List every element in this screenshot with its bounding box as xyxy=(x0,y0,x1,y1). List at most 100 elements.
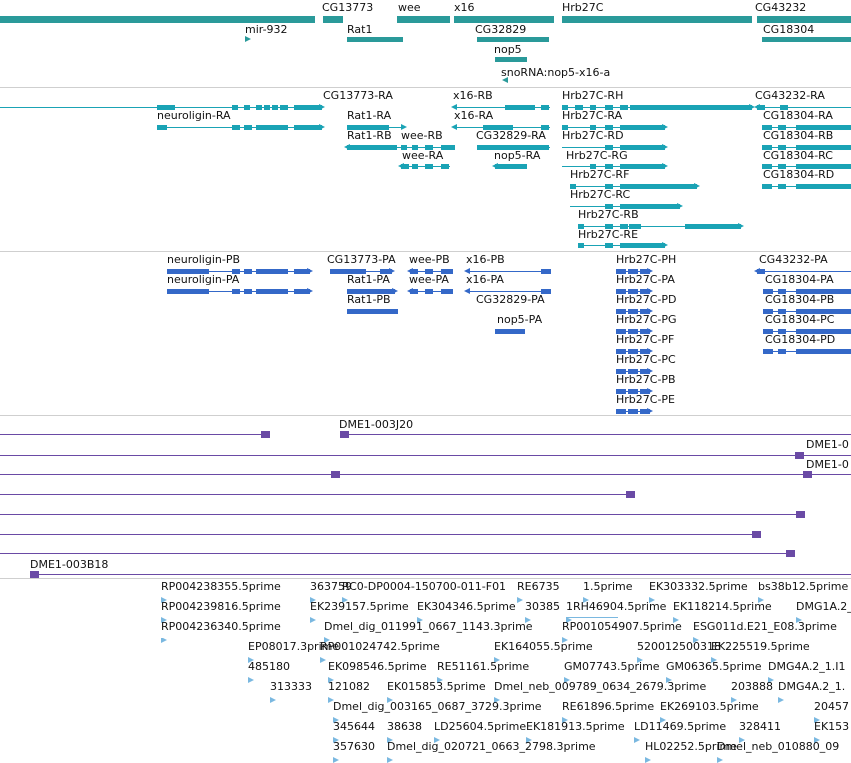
exon-block[interactable] xyxy=(628,204,680,209)
exon-block[interactable] xyxy=(541,105,549,110)
feature-label[interactable]: Dmel_dig_011991_0667_1143.3prime xyxy=(324,620,533,633)
feature-label[interactable]: CG18304-PC xyxy=(765,313,835,326)
exon-block[interactable] xyxy=(762,125,772,130)
feature-label[interactable]: Rat1-PB xyxy=(347,293,391,306)
exon-block[interactable] xyxy=(620,224,628,229)
exon-block[interactable] xyxy=(425,164,433,169)
exon-block[interactable] xyxy=(640,369,650,374)
exon-block[interactable] xyxy=(347,289,395,294)
exon-block[interactable] xyxy=(780,105,788,110)
feature-label[interactable]: RP004238355.5prime xyxy=(161,580,281,593)
feature-label[interactable]: EK269103.5prime xyxy=(660,700,759,713)
exon-block[interactable] xyxy=(590,125,596,130)
exon-block[interactable] xyxy=(763,329,773,334)
feature-label[interactable]: 203888 xyxy=(731,680,773,693)
feature-label[interactable]: 313333 xyxy=(270,680,312,693)
exon-block[interactable] xyxy=(640,269,650,274)
clone-end[interactable] xyxy=(795,452,804,459)
feature-label[interactable]: 20457 xyxy=(814,700,849,713)
exon-block[interactable] xyxy=(412,145,418,150)
feature-label[interactable]: Hrb27C-PB xyxy=(616,373,676,386)
clone-end[interactable] xyxy=(803,471,812,478)
clone-end[interactable] xyxy=(261,431,270,438)
exon-block[interactable] xyxy=(640,409,650,414)
exon-block[interactable] xyxy=(256,289,264,294)
feature-label[interactable]: Hrb27C-PF xyxy=(616,333,675,346)
exon-block[interactable] xyxy=(605,145,613,150)
clone-end[interactable] xyxy=(331,471,340,478)
exon-block[interactable] xyxy=(628,349,638,354)
exon-block[interactable] xyxy=(167,269,209,274)
exon-block[interactable] xyxy=(778,184,786,189)
feature-label[interactable]: Hrb27C-RC xyxy=(570,188,631,201)
clone-end[interactable] xyxy=(796,511,805,518)
exon-block[interactable] xyxy=(244,289,252,294)
exon-block[interactable] xyxy=(570,184,576,189)
exon-block[interactable] xyxy=(441,269,453,274)
exon-block[interactable] xyxy=(244,269,252,274)
exon-block[interactable] xyxy=(330,269,366,274)
feature-label[interactable]: neuroligin-RA xyxy=(157,109,231,122)
exon-block[interactable] xyxy=(763,309,773,314)
exon-block[interactable] xyxy=(757,269,765,274)
feature-label[interactable]: EK181913.5prime xyxy=(526,720,625,733)
feature-label[interactable]: CG32829-RA xyxy=(476,129,546,142)
exon-block[interactable] xyxy=(380,269,392,274)
feature-label[interactable]: DME1-0 xyxy=(806,458,849,471)
feature-label[interactable]: DME1-003B18 xyxy=(30,558,109,571)
feature-label[interactable]: CG18304-RB xyxy=(763,129,834,142)
exon-block[interactable] xyxy=(575,105,583,110)
exon-block[interactable] xyxy=(495,164,527,169)
exon-block[interactable] xyxy=(628,389,638,394)
feature-label[interactable]: EK153 xyxy=(814,720,850,733)
exon-block[interactable] xyxy=(272,269,280,274)
feature-label[interactable]: nop5 xyxy=(494,43,522,56)
feature-label[interactable]: CG43232-PA xyxy=(759,253,828,266)
feature-label[interactable]: Hrb27C-RA xyxy=(562,109,623,122)
feature-label[interactable]: 30385 xyxy=(525,600,560,613)
exon-block[interactable] xyxy=(629,224,641,229)
gene-bar[interactable] xyxy=(323,16,343,23)
clone-end[interactable] xyxy=(340,431,349,438)
exon-block[interactable] xyxy=(541,289,551,294)
exon-block[interactable] xyxy=(778,349,786,354)
exon-block[interactable] xyxy=(616,309,626,314)
feature-label[interactable]: CG18304-RD xyxy=(763,168,835,181)
feature-label[interactable]: Dmel_dig_020721_0663_2798.3prime xyxy=(387,740,596,753)
feature-label[interactable]: neuroligin-PB xyxy=(167,253,240,266)
exon-block[interactable] xyxy=(628,125,665,130)
feature-label[interactable]: x16-PA xyxy=(466,273,504,286)
feature-label[interactable]: Hrb27C-RF xyxy=(570,168,630,181)
feature-label[interactable]: EK303332.5prime xyxy=(649,580,748,593)
exon-block[interactable] xyxy=(796,329,851,334)
exon-block[interactable] xyxy=(232,289,240,294)
exon-block[interactable] xyxy=(541,269,551,274)
exon-block[interactable] xyxy=(441,164,449,169)
exon-block[interactable] xyxy=(347,145,397,150)
feature-label[interactable]: Hrb27C-RG xyxy=(566,149,628,162)
feature-label[interactable]: x16 xyxy=(454,1,475,14)
exon-block[interactable] xyxy=(620,184,628,189)
exon-block[interactable] xyxy=(590,105,596,110)
feature-label[interactable]: CG32829 xyxy=(475,23,527,36)
exon-block[interactable] xyxy=(620,105,628,110)
exon-block[interactable] xyxy=(778,164,786,169)
feature-label[interactable]: Hrb27C-PG xyxy=(616,313,677,326)
exon-block[interactable] xyxy=(796,309,851,314)
feature-label[interactable]: 38638 xyxy=(387,720,422,733)
feature-label[interactable]: ESG011d.E21_E08.3prime xyxy=(693,620,837,633)
exon-block[interactable] xyxy=(232,105,238,110)
feature-label[interactable]: 357630 xyxy=(333,740,375,753)
feature-label[interactable]: RP001054907.5prime xyxy=(562,620,682,633)
exon-block[interactable] xyxy=(628,369,638,374)
exon-block[interactable] xyxy=(640,309,650,314)
feature-label[interactable]: RP004239816.5prime xyxy=(161,600,281,613)
exon-block[interactable] xyxy=(605,164,613,169)
exon-block[interactable] xyxy=(778,145,786,150)
exon-block[interactable] xyxy=(685,224,741,229)
exon-block[interactable] xyxy=(796,164,851,169)
exon-block[interactable] xyxy=(441,145,455,150)
feature-label[interactable]: GM06365.5prime xyxy=(666,660,762,673)
exon-block[interactable] xyxy=(796,349,851,354)
exon-block[interactable] xyxy=(628,269,638,274)
